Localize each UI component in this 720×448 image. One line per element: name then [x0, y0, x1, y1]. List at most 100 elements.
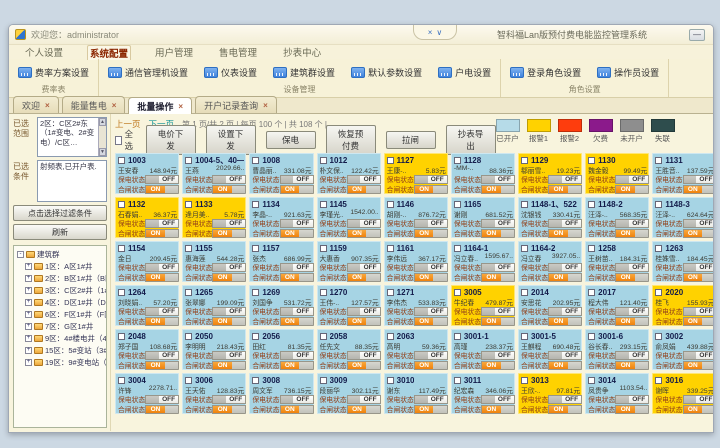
keep-power-toggle[interactable]: OFF	[346, 262, 381, 272]
meter-card[interactable]: 1164-2 冯立春 3927.05.. 保电状态 OFF 合闸状态 ON	[518, 241, 583, 282]
meter-card[interactable]: 1146 胡刚-.. 876.72元 保电状态 OFF 合闸状态 ON	[383, 197, 448, 238]
pin-icon[interactable]: ×	[427, 27, 433, 37]
keep-power-toggle[interactable]: OFF	[481, 174, 515, 184]
tab-close-icon[interactable]: ×	[178, 102, 184, 111]
keep-power-toggle[interactable]: OFF	[481, 306, 515, 316]
meter-card[interactable]: 3011 纪宏森 346.06元 保电状态 OFF 合闸状态 ON	[450, 373, 515, 414]
card-checkbox[interactable]	[386, 200, 394, 208]
meter-card[interactable]: 1133 逄月美.. 5.78元 保电状态 OFF 合闸状态 ON	[182, 197, 247, 238]
scroll-up-icon[interactable]: ▲	[99, 118, 106, 126]
switch-state-toggle[interactable]: ON	[548, 316, 583, 326]
meter-card[interactable]: 1265 张翠娜 199.09元 保电状态 OFF 合闸状态 ON	[182, 285, 247, 326]
tab-3[interactable]: 开户记录查询 ×	[195, 96, 277, 113]
meter-card[interactable]: 1131 王胜音.. 137.59元 保电状态 OFF 合闸状态 ON	[652, 153, 713, 194]
card-checkbox[interactable]	[386, 156, 394, 164]
card-checkbox[interactable]	[319, 200, 327, 208]
switch-state-toggle[interactable]: ON	[548, 404, 583, 414]
switch-state-toggle[interactable]: ON	[346, 184, 381, 194]
meter-card[interactable]: 2058 任先文 88.35元 保电状态 OFF 合闸状态 ON	[316, 329, 381, 370]
switch-state-toggle[interactable]: ON	[548, 184, 583, 194]
keep-power-toggle[interactable]: OFF	[615, 306, 650, 316]
tree-item-5[interactable]: +7区：G区1#井	[17, 321, 105, 332]
switch-state-toggle[interactable]: ON	[212, 360, 247, 370]
menu-item-0[interactable]: 个人设置	[25, 48, 64, 59]
card-checkbox[interactable]	[185, 376, 193, 384]
collapse-ribbon-icon[interactable]: ∨	[436, 27, 443, 37]
card-checkbox[interactable]	[453, 288, 461, 296]
keep-power-toggle[interactable]: OFF	[212, 262, 247, 272]
ribbon-button-1-3[interactable]: 默认参数设置	[348, 64, 425, 81]
switch-state-toggle[interactable]: ON	[279, 316, 314, 326]
tab-0[interactable]: 欢迎 ×	[13, 96, 59, 113]
keep-power-toggle[interactable]: OFF	[682, 262, 713, 272]
ribbon-button-0-0[interactable]: 费率方案设置	[15, 64, 92, 81]
keep-power-toggle[interactable]: OFF	[413, 262, 448, 272]
card-checkbox[interactable]	[521, 156, 528, 164]
keep-power-toggle[interactable]: OFF	[615, 394, 650, 404]
select-all-checkbox[interactable]	[115, 135, 122, 145]
switch-state-toggle[interactable]: ON	[212, 272, 247, 282]
ribbon-button-1-2[interactable]: 建筑群设置	[270, 64, 338, 81]
card-checkbox[interactable]	[185, 332, 193, 340]
action-button-2[interactable]: 保电	[265, 131, 316, 149]
tab-close-icon[interactable]: ×	[45, 101, 50, 110]
tree-item-2[interactable]: +3区：C区2#井（1#变…	[17, 285, 106, 296]
keep-power-toggle[interactable]: OFF	[682, 350, 713, 360]
meter-card[interactable]: 1148-1、522 沈银钱 330.41元 保电状态 OFF 合闸状态 ON	[518, 197, 583, 238]
ribbon-dock-controls[interactable]: × ∨	[413, 25, 457, 40]
meter-card[interactable]: 2020 桂飞 155.93元 保电状态 OFF 合闸状态 ON	[652, 285, 713, 326]
keep-power-toggle[interactable]: OFF	[145, 350, 180, 360]
ribbon-button-2-0[interactable]: 登录角色设置	[507, 64, 584, 81]
meter-card[interactable]: 3005 牛纪春 479.87元 保电状态 OFF 合闸状态 ON	[450, 285, 515, 326]
keep-power-toggle[interactable]: OFF	[615, 262, 650, 272]
meter-card[interactable]: 3008 周文军 736.15元 保电状态 OFF 合闸状态 ON	[249, 373, 314, 414]
card-checkbox[interactable]	[185, 200, 193, 208]
meter-card[interactable]: 1132 石春娟.. 36.37元 保电状态 OFF 合闸状态 ON	[115, 197, 180, 238]
keep-power-toggle[interactable]: OFF	[346, 218, 381, 228]
keep-power-toggle[interactable]: OFF	[548, 350, 583, 360]
switch-state-toggle[interactable]: ON	[481, 272, 515, 282]
meter-card[interactable]: 1154 金日 209.45元 保电状态 OFF 合闸状态 ON	[115, 241, 180, 282]
meter-card[interactable]: 3004 许锋 2278.71.. 保电状态 OFF 合闸状态 ON	[115, 373, 180, 414]
action-button-4[interactable]: 拉闸	[385, 131, 436, 149]
card-checkbox[interactable]	[319, 244, 327, 252]
card-checkbox[interactable]	[252, 288, 260, 296]
keep-power-toggle[interactable]: OFF	[279, 262, 314, 272]
keep-power-toggle[interactable]: OFF	[413, 394, 448, 404]
keep-power-toggle[interactable]: OFF	[279, 174, 314, 184]
next-page-link[interactable]: 下一页	[148, 119, 175, 129]
menu-item-4[interactable]: 抄表中心	[283, 48, 322, 59]
switch-state-toggle[interactable]: ON	[346, 360, 381, 370]
switch-state-toggle[interactable]: ON	[615, 360, 650, 370]
expand-icon[interactable]: +	[25, 323, 32, 330]
tree-item-0[interactable]: +1区：A区1#井	[17, 261, 105, 272]
tree-root[interactable]: - 建筑群	[17, 249, 105, 260]
keep-power-toggle[interactable]: OFF	[279, 218, 314, 228]
card-checkbox[interactable]	[655, 376, 663, 384]
keep-power-toggle[interactable]: OFF	[682, 174, 713, 184]
switch-state-toggle[interactable]: ON	[413, 184, 448, 194]
card-checkbox[interactable]	[655, 200, 663, 208]
tab-2[interactable]: 批量操作 ×	[128, 97, 193, 114]
keep-power-toggle[interactable]: OFF	[279, 350, 314, 360]
keep-power-toggle[interactable]: OFF	[346, 350, 381, 360]
card-checkbox[interactable]	[521, 200, 528, 208]
keep-power-toggle[interactable]: OFF	[615, 218, 650, 228]
switch-state-toggle[interactable]: ON	[615, 272, 650, 282]
select-all[interactable]: 全选	[115, 128, 136, 152]
card-checkbox[interactable]	[386, 332, 394, 340]
card-checkbox[interactable]	[118, 332, 125, 340]
keep-power-toggle[interactable]: OFF	[615, 350, 650, 360]
card-checkbox[interactable]	[588, 200, 596, 208]
selected-condition-box[interactable]: 射频表,已开户表.	[37, 160, 107, 202]
card-checkbox[interactable]	[655, 288, 663, 296]
card-checkbox[interactable]	[118, 200, 125, 208]
meter-card[interactable]: 1148-2 汪泽-.. 568.35元 保电状态 OFF 合闸状态 ON	[585, 197, 650, 238]
switch-state-toggle[interactable]: ON	[346, 404, 381, 414]
switch-state-toggle[interactable]: ON	[413, 228, 448, 238]
keep-power-toggle[interactable]: OFF	[346, 174, 381, 184]
switch-state-toggle[interactable]: ON	[481, 360, 515, 370]
meter-card[interactable]: 1127 王康-.. 5.83元 保电状态 OFF 合闸状态 ON	[383, 153, 448, 194]
minimize-button[interactable]: —	[689, 29, 705, 41]
card-checkbox[interactable]	[588, 244, 596, 252]
